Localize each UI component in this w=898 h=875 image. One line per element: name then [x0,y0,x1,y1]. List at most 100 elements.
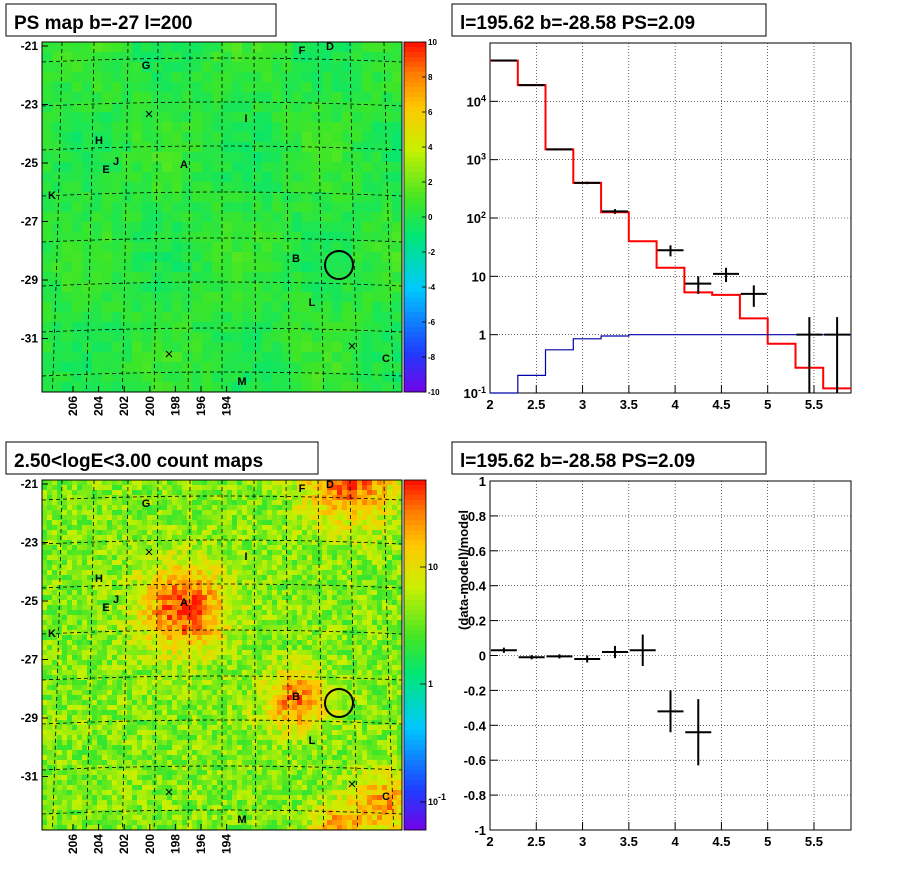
map-pixel [242,302,253,313]
map-pixel [207,700,213,706]
map-pixel [222,570,228,576]
map-pixel [82,485,88,491]
map-pixel [287,750,293,756]
map-pixel [262,535,268,541]
map-pixel [87,600,93,606]
map-pixel [272,695,278,701]
map-pixel [47,620,53,626]
map-pixel [77,820,83,826]
map-pixel [52,372,63,383]
map-pixel [102,172,113,183]
map-pixel [242,510,248,516]
map-pixel [72,555,78,561]
map-pixel [142,292,153,303]
map-pixel [57,725,63,731]
map-pixel [107,595,113,601]
map-pixel [277,780,283,786]
map-pixel [122,770,128,776]
map-pixel [232,750,238,756]
map-pixel [167,820,173,826]
map-pixel [102,312,113,323]
map-pixel [192,565,198,571]
map-pixel [172,775,178,781]
map-pixel [137,645,143,651]
map-pixel [247,575,253,581]
map-pixel [137,820,143,826]
chart-title-box [5,441,319,475]
map-pixel [142,765,148,771]
map-pixel [172,785,178,791]
map-pixel [152,565,158,571]
map-pixel [127,545,133,551]
map-pixel [92,560,98,566]
map-pixel [222,795,228,801]
map-pixel [202,500,208,506]
map-pixel [52,780,58,786]
map-pixel [42,805,48,811]
map-pixel [262,700,268,706]
map-pixel [42,515,48,521]
map-pixel [267,550,273,556]
map-pixel [92,610,98,616]
map-pixel [52,685,58,691]
map-pixel [192,362,203,373]
map-pixel [147,790,153,796]
map-pixel [247,675,253,681]
map-pixel [157,675,163,681]
map-pixel [167,720,173,726]
map-pixel [72,362,83,373]
map-pixel [142,272,153,283]
map-pixel [322,132,333,143]
map-pixel [72,545,78,551]
map-pixel [292,630,298,636]
map-pixel [142,480,148,486]
map-pixel [217,685,223,691]
map-pixel [197,540,203,546]
map-pixel [122,490,128,496]
map-pixel [277,745,283,751]
map-pixel [92,322,103,333]
map-pixel [372,292,383,303]
map-pixel [177,670,183,676]
map-pixel [102,485,108,491]
map-pixel [182,510,188,516]
map-pixel [312,362,323,373]
map-pixel [372,232,383,243]
map-pixel [212,780,218,786]
map-pixel [267,650,273,656]
map-pixel [282,212,293,223]
map-pixel [257,520,263,526]
map-pixel [262,640,268,646]
map-pixel [202,765,208,771]
map-pixel [287,675,293,681]
map-pixel [157,715,163,721]
map-pixel [177,525,183,531]
map-pixel [202,292,213,303]
map-pixel [282,540,288,546]
map-pixel [147,665,153,671]
map-pixel [152,820,158,826]
map-pixel [137,575,143,581]
map-pixel [222,720,228,726]
map-pixel [67,485,73,491]
map-pixel [112,480,118,486]
map-pixel [97,730,103,736]
map-pixel [112,740,118,746]
map-pixel [202,342,213,353]
map-pixel [42,312,53,323]
map-pixel [92,262,103,273]
map-pixel [172,635,178,641]
map-pixel [277,820,283,826]
map-pixel [202,720,208,726]
colorbar-tick-label: 4 [428,143,433,152]
map-pixel [182,630,188,636]
map-pixel [362,212,373,223]
map-pixel [207,510,213,516]
map-pixel [72,815,78,821]
map-pixel [107,540,113,546]
map-pixel [157,635,163,641]
map-pixel [272,630,278,636]
map-pixel [292,710,298,716]
map-pixel [212,352,223,363]
map-pixel [342,162,353,173]
